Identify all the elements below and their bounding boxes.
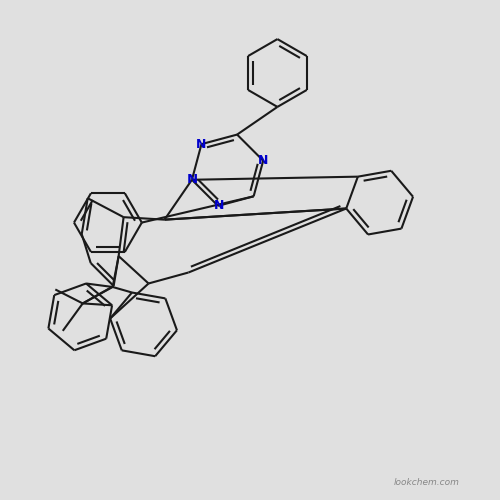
Text: N: N [196, 138, 206, 150]
Text: lookchem.com: lookchem.com [394, 478, 460, 487]
Text: N: N [214, 200, 224, 212]
Text: N: N [258, 154, 268, 167]
Text: N: N [186, 174, 198, 186]
